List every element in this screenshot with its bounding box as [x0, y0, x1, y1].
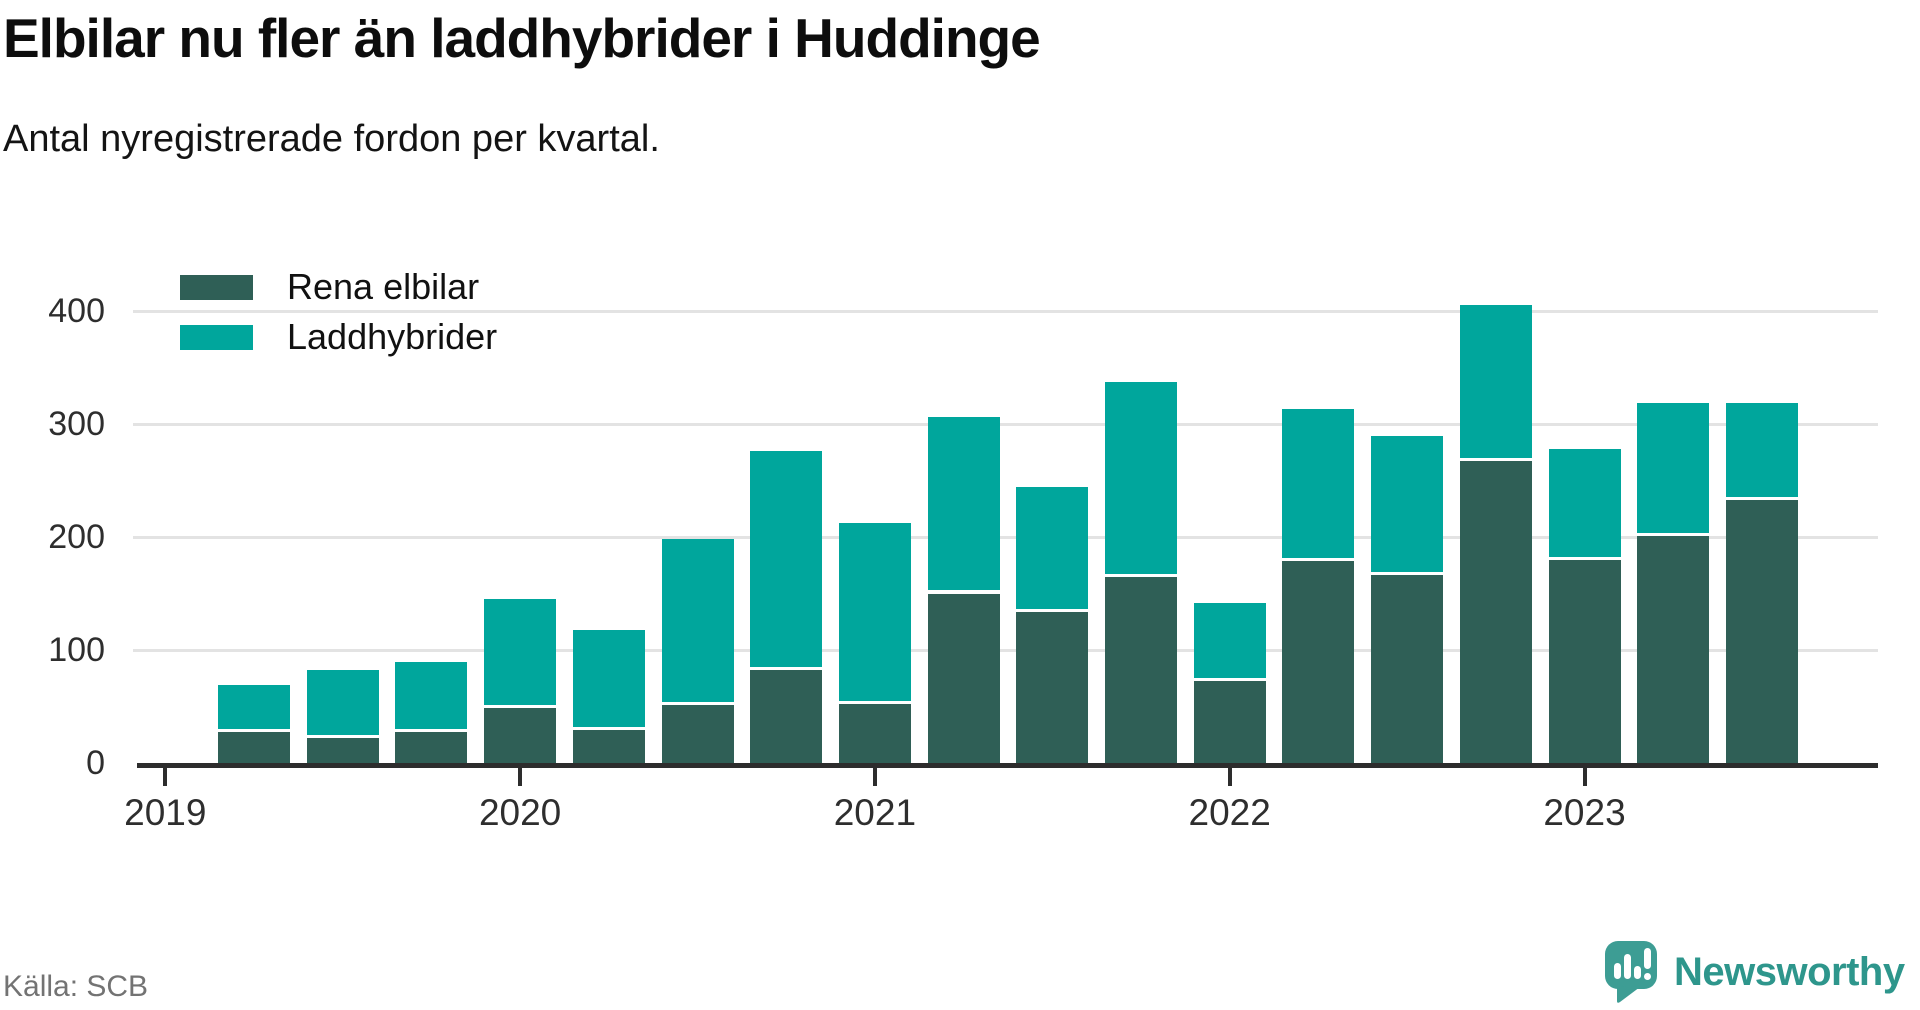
bar-segment-laddhybrider-2023-q2	[1637, 402, 1710, 533]
bar-segment-laddhybrider-2020-q1	[484, 599, 557, 705]
bar-segment-rena-elbilar-2023-q3	[1725, 499, 1798, 763]
bar-segment-laddhybrider-2021-q4	[1105, 382, 1177, 574]
newsworthy-brand[interactable]: Newsworthy	[1602, 938, 1905, 1004]
x-tick-label-2021: 2021	[833, 792, 917, 833]
bar-segment-rena-elbilar-2022-q4	[1459, 461, 1532, 763]
legend-label-rena-elbilar: Rena elbilar	[287, 266, 480, 307]
newsworthy-logo-icon	[1602, 938, 1660, 1004]
bar-segment-rena-elbilar-2021-q1	[838, 704, 911, 763]
legend: Rena elbilar Laddhybrider	[180, 262, 497, 362]
chart-subtitle: Antal nyregistrerade fordon per kvartal.	[3, 118, 660, 160]
bar-segment-laddhybrider-2019-q3	[306, 670, 379, 736]
bar-segment-rena-elbilar-2021-q2	[927, 593, 1000, 763]
bar-segment-laddhybrider-2020-q3	[661, 539, 734, 703]
bar-segment-rena-elbilar-2022-q2	[1282, 560, 1355, 763]
bar-segment-laddhybrider-2021-q3	[1016, 487, 1089, 609]
bar-segment-laddhybrider-2019-q4	[395, 662, 468, 730]
gridline-300	[133, 422, 1878, 426]
x-tick-2019	[163, 768, 168, 786]
bar-segment-rena-elbilar-2020-q4	[750, 670, 823, 763]
bar-segment-laddhybrider-2021-q1	[838, 523, 911, 702]
chart-title: Elbilar nu fler än laddhybrider i Huddin…	[3, 7, 1041, 69]
bar-segment-laddhybrider-2021-q2	[927, 417, 1000, 591]
bar-segment-rena-elbilar-2020-q3	[661, 705, 734, 763]
x-tick-label-2019: 2019	[124, 792, 207, 833]
legend-swatch-rena-elbilar	[180, 274, 253, 300]
bar-segment-laddhybrider-2023-q3	[1725, 402, 1798, 497]
bar-segment-rena-elbilar-2022-q3	[1371, 575, 1444, 763]
x-tick-2021	[872, 768, 877, 786]
x-tick-2023	[1582, 768, 1587, 786]
bar-segment-laddhybrider-2022-q1	[1193, 602, 1266, 678]
x-tick-2020	[518, 768, 523, 786]
bar-segment-rena-elbilar-2020-q1	[484, 707, 557, 763]
bar-segment-laddhybrider-2020-q4	[750, 451, 823, 668]
bar-segment-rena-elbilar-2020-q2	[572, 730, 645, 763]
bar-segment-rena-elbilar-2019-q4	[395, 732, 468, 763]
bar-segment-rena-elbilar-2023-q1	[1548, 559, 1621, 763]
y-tick-label-200: 200	[48, 518, 105, 556]
bar-segment-laddhybrider-2022-q2	[1282, 409, 1355, 558]
bar-segment-rena-elbilar-2019-q2	[218, 732, 290, 763]
x-tick-label-2023: 2023	[1543, 792, 1626, 833]
newsworthy-wordmark[interactable]: Newsworthy	[1674, 949, 1905, 994]
bar-segment-rena-elbilar-2022-q1	[1193, 680, 1266, 763]
bar-segment-laddhybrider-2023-q1	[1548, 448, 1621, 557]
bar-segment-rena-elbilar-2021-q3	[1016, 611, 1089, 763]
x-tick-2022	[1227, 768, 1232, 786]
x-axis-line	[137, 763, 1878, 768]
x-tick-label-2022: 2022	[1188, 792, 1271, 833]
y-tick-label-100: 100	[48, 631, 105, 669]
legend-item-rena-elbilar: Rena elbilar	[180, 262, 497, 312]
gridline-200	[133, 535, 1878, 539]
legend-swatch-laddhybrider	[180, 324, 253, 350]
y-tick-label-300: 300	[48, 405, 105, 443]
bar-segment-laddhybrider-2022-q3	[1371, 436, 1444, 573]
gridline-400	[133, 309, 1878, 313]
legend-label-laddhybrider: Laddhybrider	[287, 316, 498, 357]
bar-segment-rena-elbilar-2023-q2	[1637, 535, 1710, 763]
bar-segment-rena-elbilar-2021-q4	[1105, 576, 1177, 763]
gridline-100	[133, 648, 1878, 652]
y-tick-label-0: 0	[86, 744, 105, 782]
legend-item-laddhybrider: Laddhybrider	[180, 312, 497, 362]
source-note: Källa: SCB	[3, 970, 149, 1003]
bar-segment-laddhybrider-2019-q2	[218, 685, 290, 730]
bar-segment-laddhybrider-2020-q2	[572, 629, 645, 728]
x-tick-label-2020: 2020	[478, 792, 562, 833]
bar-segment-laddhybrider-2022-q4	[1459, 305, 1532, 459]
bar-segment-rena-elbilar-2019-q3	[306, 738, 379, 763]
y-tick-label-400: 400	[48, 292, 105, 330]
